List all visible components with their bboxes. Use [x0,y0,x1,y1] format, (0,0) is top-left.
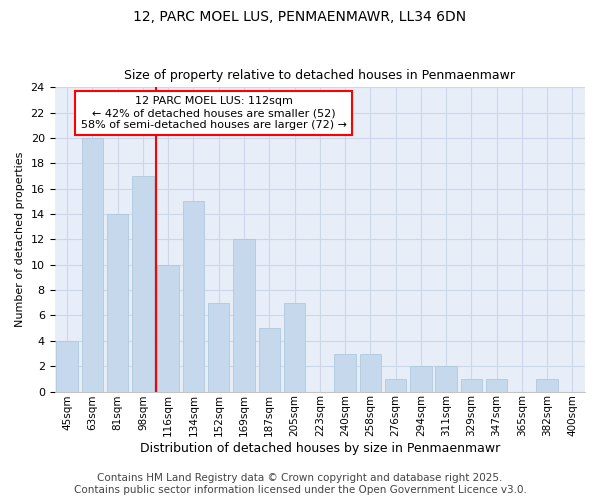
Title: Size of property relative to detached houses in Penmaenmawr: Size of property relative to detached ho… [124,69,515,82]
Bar [536,379,558,392]
Bar [157,265,179,392]
Bar [385,379,406,392]
Bar [233,240,255,392]
Bar [132,176,154,392]
Y-axis label: Number of detached properties: Number of detached properties [15,152,25,327]
Bar [334,354,356,392]
Bar [410,366,431,392]
Bar [183,202,204,392]
Bar [259,328,280,392]
X-axis label: Distribution of detached houses by size in Penmaenmawr: Distribution of detached houses by size … [140,442,500,455]
Bar [56,341,78,392]
Bar [359,354,381,392]
Bar [436,366,457,392]
Bar [284,303,305,392]
Text: Contains HM Land Registry data © Crown copyright and database right 2025.
Contai: Contains HM Land Registry data © Crown c… [74,474,526,495]
Bar [82,138,103,392]
Bar [107,214,128,392]
Bar [208,303,229,392]
Text: 12, PARC MOEL LUS, PENMAENMAWR, LL34 6DN: 12, PARC MOEL LUS, PENMAENMAWR, LL34 6DN [133,10,467,24]
Bar [461,379,482,392]
Text: 12 PARC MOEL LUS: 112sqm
← 42% of detached houses are smaller (52)
58% of semi-d: 12 PARC MOEL LUS: 112sqm ← 42% of detach… [80,96,347,130]
Bar [486,379,508,392]
